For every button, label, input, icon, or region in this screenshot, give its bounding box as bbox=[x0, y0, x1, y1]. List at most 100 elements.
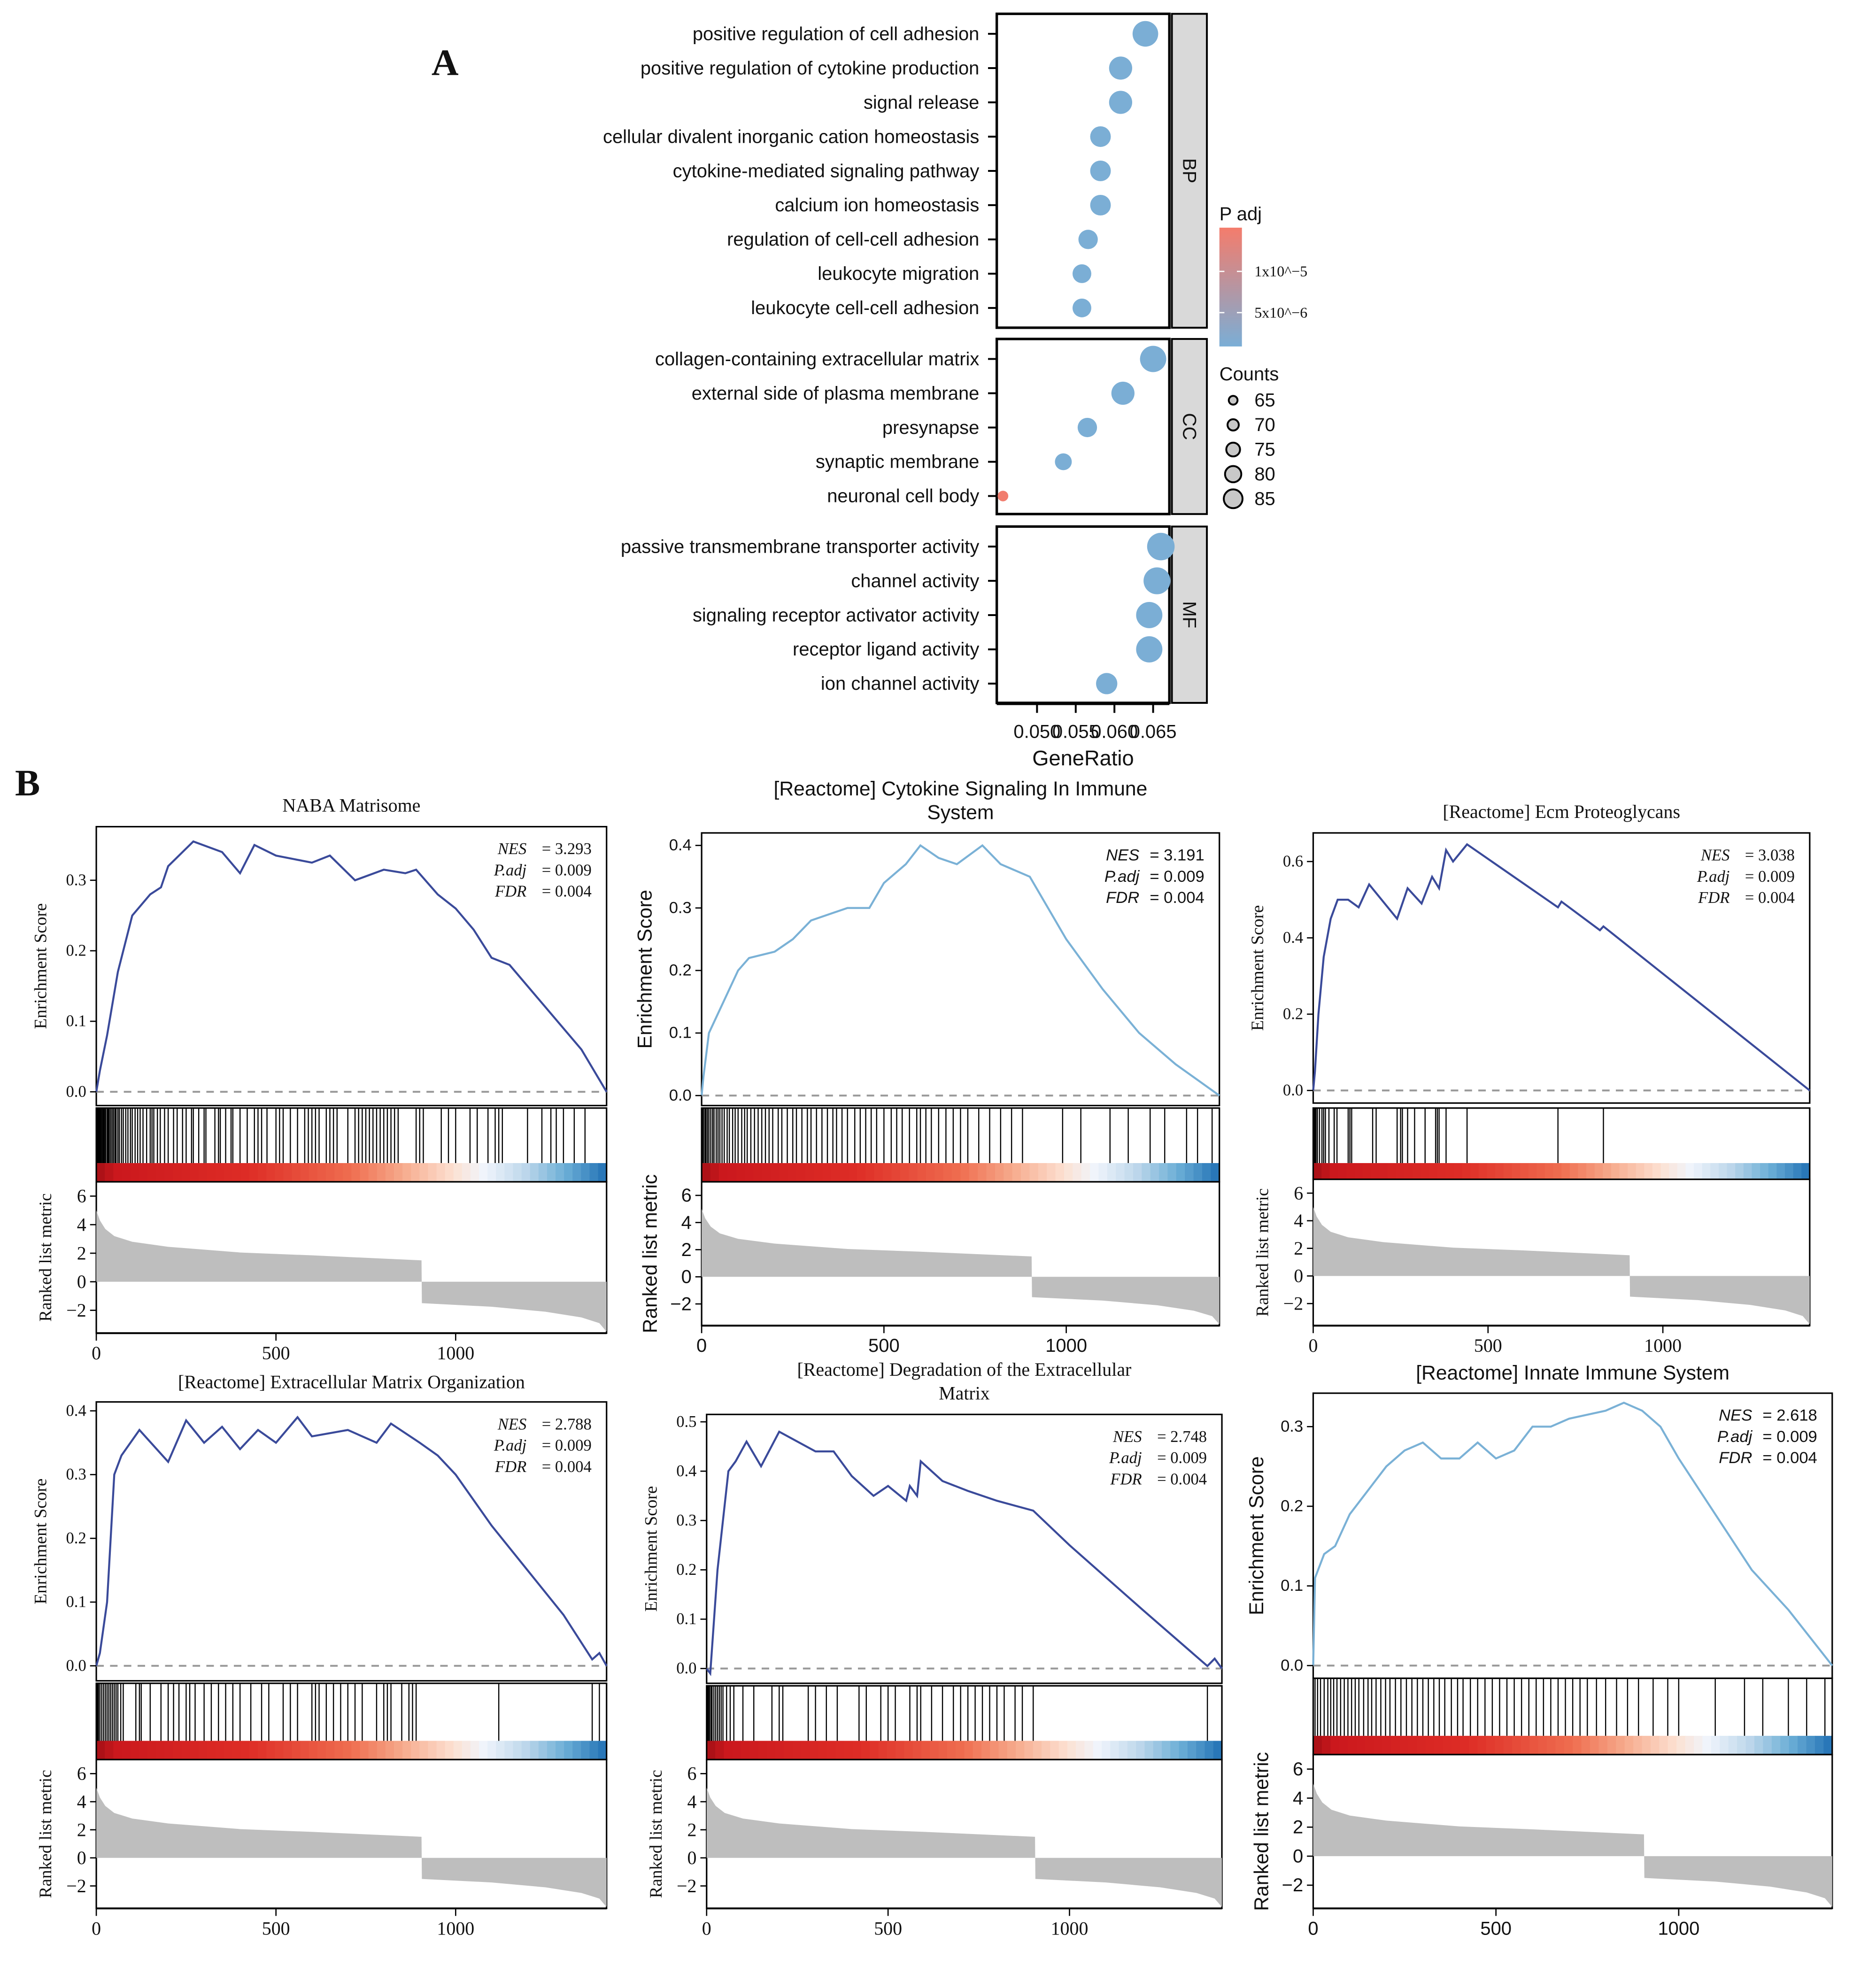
x-tick-label: 0 bbox=[1308, 1918, 1318, 1939]
facet-strip-label: BP bbox=[1179, 158, 1200, 183]
rank-color-band bbox=[1098, 1163, 1108, 1182]
plot-title: Matrix bbox=[939, 1382, 990, 1403]
rank-color-band bbox=[173, 1741, 182, 1760]
rank-color-band bbox=[105, 1163, 114, 1182]
stat-value-padj: = 0.009 bbox=[1157, 1449, 1207, 1467]
rank-color-band bbox=[1076, 1741, 1085, 1760]
rank-color-band bbox=[581, 1741, 590, 1760]
x-tick-label: 500 bbox=[262, 1342, 290, 1364]
rank-color-band bbox=[411, 1741, 420, 1760]
rank-color-band bbox=[385, 1163, 395, 1182]
x-tick-label: 1000 bbox=[1658, 1918, 1699, 1939]
es-panel bbox=[701, 832, 1220, 1107]
term-label: passive transmembrane transporter activi… bbox=[621, 536, 980, 557]
es-panel bbox=[706, 1413, 1223, 1684]
rank-color-band bbox=[309, 1741, 318, 1760]
rank-color-band bbox=[1754, 1735, 1764, 1755]
rank-color-band bbox=[572, 1741, 582, 1760]
rank-color-band bbox=[1371, 1163, 1380, 1179]
rank-color-band bbox=[445, 1741, 454, 1760]
go-dotplot: BP positive regulation of cell adhesion po… bbox=[603, 12, 1307, 770]
rank-color-band bbox=[240, 1163, 250, 1182]
facet-strip bbox=[1171, 338, 1208, 515]
rank-color-band bbox=[801, 1741, 811, 1760]
x-tick-label: 0.060 bbox=[1091, 722, 1138, 742]
term-label: synaptic membrane bbox=[816, 452, 980, 472]
rank-color-band bbox=[1202, 1163, 1212, 1182]
rank-color-band bbox=[139, 1163, 148, 1182]
rank-color-band bbox=[1330, 1735, 1340, 1755]
rank-color-band bbox=[1652, 1163, 1661, 1179]
rank-color-band bbox=[190, 1163, 199, 1182]
rank-color-band bbox=[1073, 1163, 1082, 1182]
rank-color-band bbox=[173, 1163, 182, 1182]
stat-value-padj: = 0.009 bbox=[1762, 1428, 1817, 1446]
y-tick-label: 0.0 bbox=[1283, 1081, 1303, 1099]
rank-color-band bbox=[998, 1741, 1008, 1760]
rank-color-band bbox=[1544, 1163, 1554, 1179]
rank-color-band bbox=[1391, 1735, 1400, 1755]
facet-bp: BP positive regulation of cell adhesion po… bbox=[603, 12, 1208, 329]
rank-color-band bbox=[556, 1741, 565, 1760]
legend-padj: P adj 1x10^−5 5x10^−6 bbox=[1219, 204, 1307, 347]
y-tick-label: 0.2 bbox=[676, 1561, 696, 1579]
y-axis-label-rank: Ranked list metric bbox=[36, 1194, 55, 1322]
rank-color-band bbox=[1042, 1741, 1051, 1760]
rank-color-band bbox=[1642, 1735, 1651, 1755]
rank-color-band bbox=[1668, 1735, 1677, 1755]
legend-title: Counts bbox=[1220, 364, 1279, 385]
rank-color-band bbox=[1408, 1735, 1418, 1755]
stat-label-fdr: FDR bbox=[1719, 1449, 1752, 1467]
rank-color-band bbox=[1136, 1741, 1145, 1760]
size-label: 75 bbox=[1254, 439, 1275, 460]
rank-color-band bbox=[1421, 1163, 1430, 1179]
rank-color-band bbox=[1050, 1741, 1059, 1760]
rank-color-band bbox=[1179, 1741, 1188, 1760]
es-panel bbox=[1312, 832, 1811, 1104]
rank-color-band bbox=[1116, 1163, 1125, 1182]
rank-color-band bbox=[402, 1163, 412, 1182]
x-tick-label: 1000 bbox=[437, 1342, 474, 1364]
rank-color-band bbox=[981, 1741, 991, 1760]
stat-value-fdr: = 0.004 bbox=[542, 1458, 592, 1476]
rank-color-band bbox=[1412, 1163, 1421, 1179]
term-label: regulation of cell-cell adhesion bbox=[727, 229, 979, 250]
stat-value-nes: = 3.293 bbox=[542, 840, 592, 858]
stat-label-fdr: FDR bbox=[1698, 889, 1729, 907]
rank-color-band bbox=[1477, 1735, 1487, 1755]
rank-color-band bbox=[831, 1163, 841, 1182]
dot bbox=[1147, 532, 1175, 561]
rank-color-band bbox=[1710, 1163, 1720, 1179]
rank-color-band bbox=[1676, 1735, 1686, 1755]
rank-color-band bbox=[835, 1741, 845, 1760]
rank-color-band bbox=[147, 1163, 156, 1182]
rank-color-band bbox=[1084, 1741, 1094, 1760]
rank-color-band bbox=[870, 1741, 879, 1760]
rank-color-band bbox=[1470, 1163, 1480, 1179]
rank-color-band bbox=[122, 1741, 131, 1760]
rank-color-band bbox=[521, 1741, 531, 1760]
es-curve bbox=[95, 1415, 608, 1666]
rank-color-band bbox=[787, 1163, 797, 1182]
rank-color-band bbox=[732, 1741, 742, 1760]
y-tick-label: 0.4 bbox=[676, 1462, 696, 1480]
es-panel bbox=[1312, 1392, 1833, 1679]
rank-color-band bbox=[1806, 1735, 1816, 1755]
x-tick-label: 500 bbox=[868, 1335, 900, 1356]
stat-value-nes: = 2.618 bbox=[1762, 1407, 1817, 1425]
rank-color-band bbox=[572, 1163, 582, 1182]
hit-ticks bbox=[97, 1683, 600, 1741]
x-tick-label: 0.050 bbox=[1013, 722, 1060, 742]
term-label: channel activity bbox=[851, 570, 979, 591]
rank-color-band bbox=[394, 1741, 403, 1760]
term-label: cytokine-mediated signaling pathway bbox=[673, 161, 980, 181]
rank-color-band bbox=[564, 1741, 573, 1760]
x-tick-label: 0 bbox=[92, 1918, 101, 1939]
rank-color-band bbox=[1598, 1735, 1608, 1755]
rank-color-band bbox=[428, 1163, 437, 1182]
rank-color-band bbox=[326, 1163, 335, 1182]
rank-color-band bbox=[394, 1163, 403, 1182]
rank-color-band bbox=[861, 1741, 871, 1760]
rank-color-band bbox=[419, 1163, 429, 1182]
rank-color-band bbox=[139, 1741, 148, 1760]
